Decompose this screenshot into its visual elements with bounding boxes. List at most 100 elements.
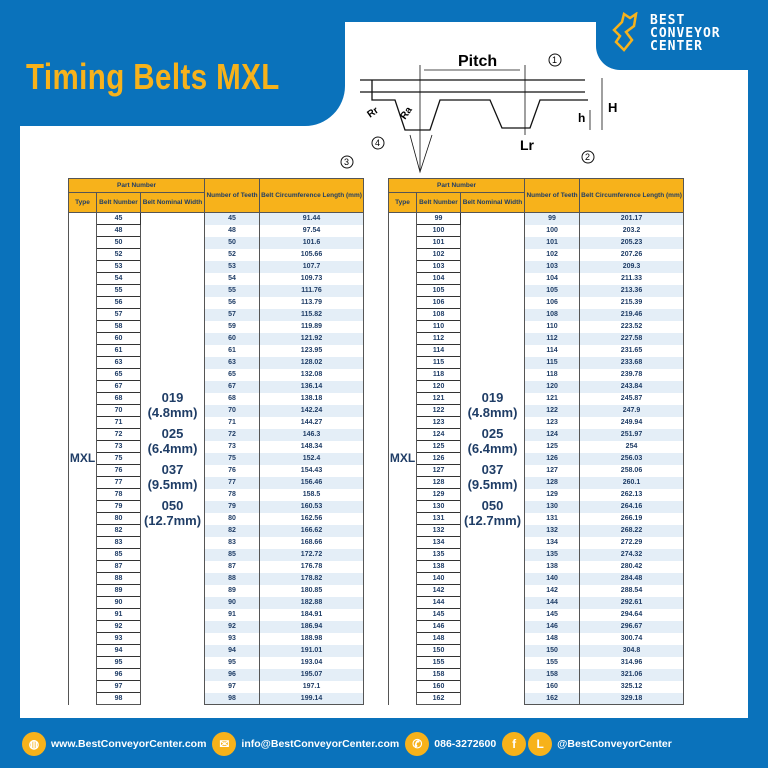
teeth-cell: 135 xyxy=(524,548,581,561)
teeth-cell: 96 xyxy=(204,668,261,681)
length-cell: 219.46 xyxy=(579,308,684,321)
belt-number-cell: 150 xyxy=(416,644,461,657)
belt-number-cell: 91 xyxy=(96,608,141,621)
teeth-cell: 128 xyxy=(524,476,581,489)
belt-number-cell: 115 xyxy=(416,356,461,369)
belt-number-cell: 72 xyxy=(96,428,141,441)
length-cell: 266.19 xyxy=(579,512,684,525)
page-title: Timing Belts MXL xyxy=(26,56,280,97)
length-cell: 300.74 xyxy=(579,632,684,645)
teeth-cell: 144 xyxy=(524,596,581,609)
belt-number-cell: 82 xyxy=(96,524,141,537)
length-cell: 262.13 xyxy=(579,488,684,501)
table-row: 82 82 166.62 xyxy=(69,524,364,537)
table-row: 103 103 209.3 xyxy=(389,260,684,273)
length-cell: 193.04 xyxy=(259,656,364,669)
table-row: 131 131 266.19 xyxy=(389,512,684,525)
table-row: 58 59 119.89 xyxy=(69,320,364,333)
belt-number-cell: 160 xyxy=(416,680,461,693)
table-row: 130 130 264.16 xyxy=(389,500,684,513)
email-link[interactable]: info@BestConveyorCenter.com xyxy=(241,738,400,750)
phone-number[interactable]: 086-3272600 xyxy=(434,738,497,750)
brand-line-3: CENTER xyxy=(650,39,703,54)
teeth-cell: 78 xyxy=(204,488,261,501)
teeth-cell: 68 xyxy=(204,392,261,405)
width-mm: (6.4mm) xyxy=(147,440,198,456)
length-cell: 284.48 xyxy=(579,572,684,585)
teeth-cell: 89 xyxy=(204,584,261,597)
belt-number-cell: 118 xyxy=(416,368,461,381)
length-cell: 160.53 xyxy=(259,500,364,513)
table-row: 78 78 158.5 xyxy=(69,488,364,501)
teeth-cell: 82 xyxy=(204,524,261,537)
length-cell: 195.07 xyxy=(259,668,364,681)
callout-4: 4 xyxy=(375,138,380,148)
table-row: 97 97 197.1 xyxy=(69,680,364,693)
length-cell: 97.54 xyxy=(259,224,364,237)
teeth-cell: 61 xyxy=(204,344,261,357)
teeth-cell: 160 xyxy=(524,680,581,693)
width-code: 019 xyxy=(481,389,504,405)
length-cell: 304.8 xyxy=(579,644,684,657)
teeth-cell: 105 xyxy=(524,284,581,297)
table-row: 87 87 176.78 xyxy=(69,560,364,573)
length-cell: 168.66 xyxy=(259,536,364,549)
teeth-cell: 101 xyxy=(524,236,581,249)
length-cell: 107.7 xyxy=(259,260,364,273)
belt-number-cell: 98 xyxy=(96,692,141,705)
belt-number-cell: 130 xyxy=(416,500,461,513)
teeth-cell: 55 xyxy=(204,284,261,297)
belt-number-cell: 106 xyxy=(416,296,461,309)
table-row: 145 145 294.64 xyxy=(389,608,684,621)
length-cell: 249.94 xyxy=(579,416,684,429)
belt-number-cell: 92 xyxy=(96,620,141,633)
table-row: 112 112 227.58 xyxy=(389,332,684,345)
table-row: 52 52 105.66 xyxy=(69,248,364,261)
table-row: 106 106 215.39 xyxy=(389,296,684,309)
length-cell: 215.39 xyxy=(579,296,684,309)
teeth-cell: 67 xyxy=(204,380,261,393)
belt-number-cell: 90 xyxy=(96,596,141,609)
length-cell: 182.88 xyxy=(259,596,364,609)
table-row: 79 79 160.53 xyxy=(69,500,364,513)
teeth-cell: 134 xyxy=(524,536,581,549)
belt-number-cell: 77 xyxy=(96,476,141,489)
website-link[interactable]: www.BestConveyorCenter.com xyxy=(51,738,207,750)
width-mm: (12.7mm) xyxy=(143,512,202,528)
callout-1: 1 xyxy=(552,55,557,65)
table-row: 80 80 162.56 xyxy=(69,512,364,525)
length-cell: 123.95 xyxy=(259,344,364,357)
belt-number-cell: 89 xyxy=(96,584,141,597)
h-label: h xyxy=(578,111,585,125)
teeth-cell: 91 xyxy=(204,608,261,621)
width-option: 037 (9.5mm) xyxy=(141,462,204,492)
teeth-cell: 121 xyxy=(524,392,581,405)
table-row: 104 104 211.33 xyxy=(389,272,684,285)
pitch-label: Pitch xyxy=(458,53,497,70)
length-cell: 288.54 xyxy=(579,584,684,597)
belt-number-cell: 88 xyxy=(96,572,141,585)
type-header: Type xyxy=(388,192,417,213)
nominal-width-header: Belt Nominal Width xyxy=(139,192,206,213)
length-cell: 144.27 xyxy=(259,416,364,429)
length-cell: 154.43 xyxy=(259,464,364,477)
length-cell: 274.32 xyxy=(579,548,684,561)
belt-number-cell: 135 xyxy=(416,548,461,561)
table-row: 71 71 144.27 xyxy=(69,416,364,429)
table-row: 125 125 254 xyxy=(389,440,684,453)
teeth-cell: 124 xyxy=(524,428,581,441)
teeth-cell: 148 xyxy=(524,632,581,645)
table-row: 72 72 146.3 xyxy=(69,428,364,441)
width-option: 019 (4.8mm) xyxy=(141,390,204,420)
belt-number-cell: 144 xyxy=(416,596,461,609)
length-cell: 132.08 xyxy=(259,368,364,381)
length-cell: 223.52 xyxy=(579,320,684,333)
belt-number-header: Belt Number xyxy=(96,192,141,213)
brand-line-1: BEST xyxy=(650,13,686,28)
belt-number-cell: 127 xyxy=(416,464,461,477)
belt-number-cell: 73 xyxy=(96,440,141,453)
social-handle[interactable]: @BestConveyorCenter xyxy=(557,738,672,750)
teeth-cell: 92 xyxy=(204,620,261,633)
belt-table-left: Part Number Number of Teeth Belt Circumfer… xyxy=(67,178,364,705)
table-row: 53 53 107.7 xyxy=(69,260,364,273)
